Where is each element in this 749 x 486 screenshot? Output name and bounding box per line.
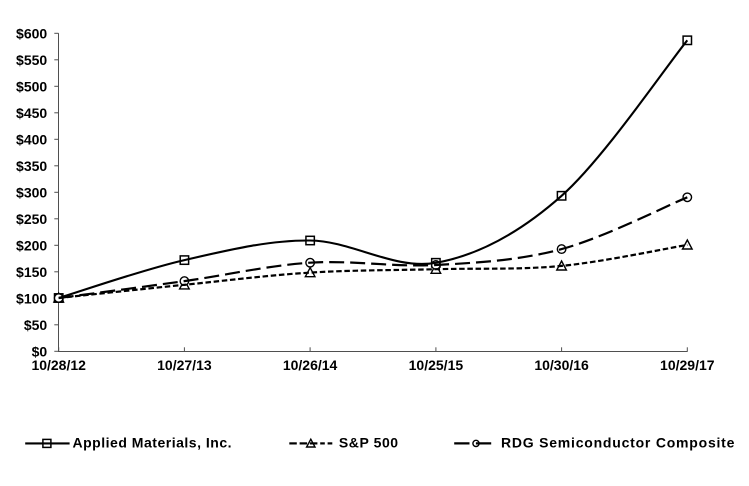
svg-text:10/26/14: 10/26/14 xyxy=(283,357,338,373)
svg-text:RDG Semiconductor Composite: RDG Semiconductor Composite xyxy=(501,434,735,450)
svg-text:10/29/17: 10/29/17 xyxy=(660,357,715,373)
svg-text:10/30/16: 10/30/16 xyxy=(534,357,589,373)
svg-text:10/28/12: 10/28/12 xyxy=(31,357,86,373)
svg-text:10/25/15: 10/25/15 xyxy=(409,357,464,373)
svg-text:$250: $250 xyxy=(16,211,47,227)
svg-text:S&P 500: S&P 500 xyxy=(339,434,399,450)
svg-text:$500: $500 xyxy=(16,78,47,94)
svg-text:Applied Materials, Inc.: Applied Materials, Inc. xyxy=(73,434,233,450)
svg-text:$350: $350 xyxy=(16,158,47,174)
svg-text:$300: $300 xyxy=(16,184,47,200)
svg-text:$0: $0 xyxy=(32,343,48,359)
svg-text:$600: $600 xyxy=(16,25,47,41)
svg-text:$100: $100 xyxy=(16,290,47,306)
svg-text:$150: $150 xyxy=(16,264,47,280)
svg-text:10/27/13: 10/27/13 xyxy=(157,357,212,373)
svg-text:$50: $50 xyxy=(24,317,48,333)
svg-text:$550: $550 xyxy=(16,52,47,68)
svg-text:$200: $200 xyxy=(16,237,47,253)
svg-text:$450: $450 xyxy=(16,105,47,121)
svg-text:$400: $400 xyxy=(16,131,47,147)
